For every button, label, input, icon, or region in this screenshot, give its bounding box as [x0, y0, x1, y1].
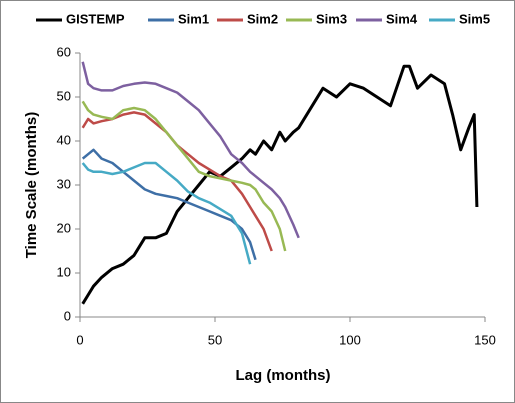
- x-tick-label: 50: [208, 332, 222, 347]
- series-line: [81, 61, 300, 239]
- y-tick-label: 10: [57, 264, 71, 279]
- x-tick-label: 0: [76, 332, 83, 347]
- y-tick-label: 60: [57, 44, 71, 59]
- x-tick-label: 100: [339, 332, 361, 347]
- x-tick-label: 150: [474, 332, 496, 347]
- series-line: [81, 161, 252, 265]
- series-line: [81, 148, 257, 261]
- legend-label: Sim1: [178, 11, 209, 26]
- legend-label: Sim2: [247, 11, 278, 26]
- y-tick-label: 0: [64, 308, 71, 323]
- legend-label: Sim5: [459, 11, 490, 26]
- y-axis-label: Time Scale (months): [23, 112, 40, 258]
- x-axis-label: Lag (months): [236, 367, 331, 384]
- legend-label: Sim3: [316, 11, 347, 26]
- y-tick-label: 30: [57, 176, 71, 191]
- legend-label: GISTEMP: [66, 11, 125, 26]
- y-tick-label: 20: [57, 220, 71, 235]
- y-tick-label: 50: [57, 88, 71, 103]
- series-line: [81, 100, 287, 252]
- y-tick-label: 40: [57, 132, 71, 147]
- legend-label: Sim4: [386, 11, 418, 26]
- series-line: [81, 64, 479, 305]
